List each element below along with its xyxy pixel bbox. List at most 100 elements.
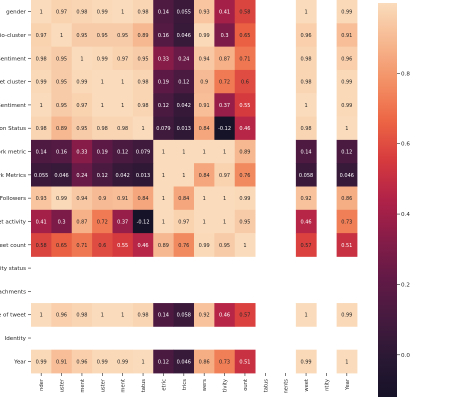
cell-value-label: 0.72 [219,80,230,86]
heatmap-cell [234,349,256,374]
cell-value-label: 1 [223,150,226,156]
cell-value-label: 0.98 [137,10,148,16]
heatmap-cell [214,163,236,187]
heatmap-cell [153,46,175,71]
heatmap-cell [234,186,256,211]
heatmap-cell [31,303,52,327]
heatmap-cell [173,116,195,141]
heatmap-cell [214,139,236,164]
cell-value-label: 0.98 [36,126,47,132]
cell-value-label: 0.71 [239,56,250,62]
heatmap-cell [153,186,175,211]
heatmap-cell [71,0,93,24]
cell-value-label: 1 [182,150,185,156]
cell-value-label: 0.12 [158,359,169,365]
heatmap-cell [92,69,113,94]
heatmap-cell [295,23,317,48]
row-tick-label: Sentiment [0,103,27,109]
cell-value-label: 0.58 [36,243,47,249]
heatmap-cell [132,23,154,48]
cell-value-label: 0.95 [56,80,67,86]
cell-value-label: 0.3 [221,33,229,39]
column-tick-label: nents [284,379,290,394]
cell-value-label: 0.91 [341,33,352,39]
colorbar-gradient [378,3,397,397]
heatmap-cell [92,93,113,117]
cell-value-label: 0.65 [56,243,67,249]
colorbar-tick-label: 0.0 [401,353,410,359]
row-tick-label: ce of tweet [0,313,27,319]
cell-value-label: 0.58 [239,10,250,16]
heatmap-cell [51,233,73,257]
cell-value-label: 0.33 [158,56,169,62]
heatmap-cell [153,116,175,141]
heatmap-cell [71,163,93,187]
cell-value-label: 0.84 [199,126,210,132]
cell-value-label: 0.98 [97,126,108,132]
cell-value-label: 1 [162,150,165,156]
heatmap-cell [336,0,358,24]
cell-value-label: 0.95 [76,126,87,132]
heatmap-cell [51,186,73,211]
heatmap-cell [214,349,236,374]
cell-value-label: 0.96 [56,313,67,319]
cell-value-label: 0.37 [117,219,128,225]
cell-value-label: 0.57 [300,243,311,249]
cell-value-label: 0.91 [199,103,210,109]
heatmap-cell [194,139,215,164]
heatmap-cell [51,163,73,187]
cell-value-label: 0.95 [219,243,230,249]
heatmap-cell [234,93,256,117]
heatmap-cell [336,139,358,164]
heatmap-cell [234,0,256,24]
cell-value-label: 0.046 [54,173,68,179]
heatmap-cell [214,116,236,141]
cell-value-label: 0.99 [76,80,87,86]
cell-value-label: 1 [162,219,165,225]
row-tick-label: weet count [0,243,27,249]
heatmap-cell [153,0,175,24]
heatmap-cell [295,0,317,24]
cell-value-label: 0.98 [300,126,311,132]
cell-value-label: 0.65 [239,33,250,39]
heatmap-cell [234,23,256,48]
cell-value-label: 0.079 [156,126,170,132]
heatmap-cell [31,116,52,141]
heatmap-cell [31,163,52,187]
heatmap-cell [336,46,358,71]
cell-value-label: 0.92 [199,313,210,319]
cell-value-label: 1 [304,103,307,109]
heatmap-cell [336,349,358,374]
cell-value-label: 0.51 [239,359,250,365]
cell-value-label: 1 [141,126,144,132]
heatmap-cell [173,46,195,71]
heatmap-cell [194,303,215,327]
heatmap-cell [31,186,52,211]
cell-value-label: 0.55 [239,103,250,109]
heatmap-cell [194,93,215,117]
heatmap-cell [31,139,52,164]
cell-value-label: 0.46 [219,313,230,319]
cell-value-label: 0.96 [76,359,87,365]
heatmap-cell [173,69,195,94]
colorbar-tick-label: 0.8 [401,71,410,77]
heatmap-cell [153,349,175,374]
heatmap-cell [336,23,358,48]
heatmap-cell [336,116,358,141]
cell-value-label: 0.12 [158,103,169,109]
heatmap-cells [31,0,358,374]
heatmap-cell [112,303,134,327]
heatmap-cell [295,209,317,234]
heatmap-cell [31,23,52,48]
cell-value-label: 0.24 [178,56,189,62]
cell-value-label: 0.46 [137,243,148,249]
heatmap-cell [51,0,73,24]
heatmap-cell [295,116,317,141]
cell-value-label: 1 [101,103,104,109]
cell-value-label: 0.055 [34,173,48,179]
cell-value-label: 0.079 [136,150,150,156]
row-tick-label: Year [13,359,27,365]
heatmap-cell [173,163,195,187]
heatmap-cell [92,0,113,24]
heatmap-cell [194,69,215,94]
